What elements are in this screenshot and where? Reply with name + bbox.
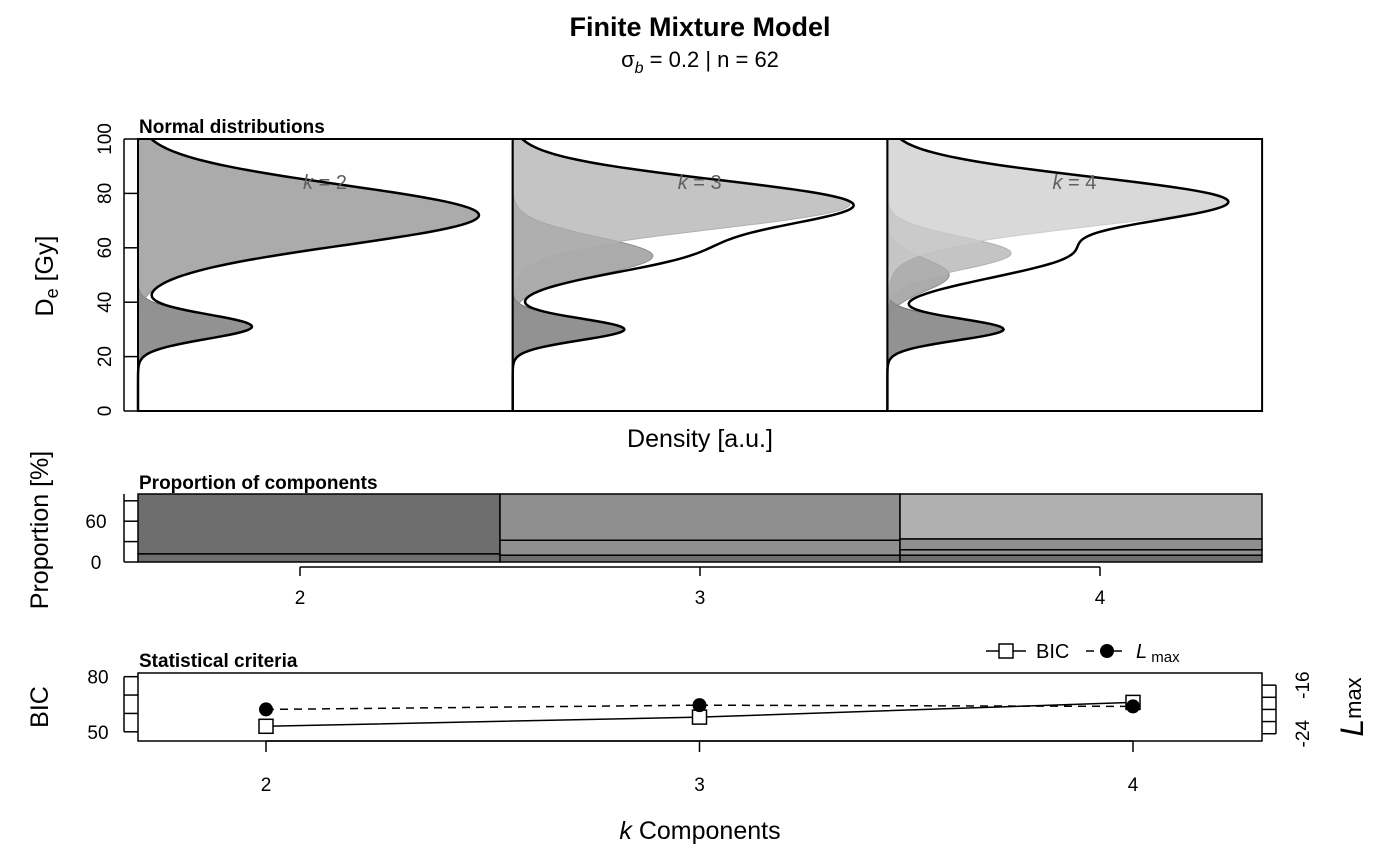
legend-bic-label: BIC bbox=[1036, 641, 1069, 663]
ylabel-rest: [Gy] bbox=[31, 236, 59, 289]
density-facet-frame bbox=[886, 138, 1264, 412]
criteria-right-tick-label: -24 bbox=[1293, 720, 1314, 748]
proportion-segment bbox=[899, 554, 1263, 563]
proportion-segment bbox=[137, 553, 501, 563]
criteria-left-tick-label: 50 bbox=[87, 723, 108, 744]
density-y-tick-label: 60 bbox=[95, 237, 116, 258]
lmax-point bbox=[1126, 699, 1140, 714]
density-k-label: k = 4 bbox=[1052, 172, 1096, 194]
right-label-main: L bbox=[1334, 719, 1370, 737]
proportion-bar-k3 bbox=[499, 493, 901, 563]
right-label-sub: max bbox=[1341, 677, 1366, 719]
criteria-right-axis-label: Lmax bbox=[1334, 677, 1370, 736]
lmax-point bbox=[259, 702, 273, 717]
lmax-line bbox=[265, 704, 1134, 711]
criteria-left-tick-label: 80 bbox=[87, 668, 108, 689]
criteria-x-tick-label: 2 bbox=[261, 775, 272, 796]
proportion-x-tick-label: 4 bbox=[1095, 588, 1106, 609]
proportion-segment bbox=[499, 554, 901, 563]
density-y-tick-label: 100 bbox=[95, 123, 116, 155]
density-x-axis-label: Density [a.u.] bbox=[627, 425, 773, 453]
proportion-panel: Proportion of components 0 60 2 3 4 Proporti… bbox=[26, 451, 1263, 609]
density-facets: k = 2 k = 3 k = 4 bbox=[136, 137, 1264, 412]
proportion-y-tick-label: 60 bbox=[85, 512, 106, 533]
bic-point bbox=[691, 709, 708, 725]
lmax-point bbox=[692, 698, 707, 713]
subtitle-sigma: σ bbox=[621, 47, 635, 72]
proportion-axes: 0 60 2 3 4 bbox=[85, 494, 1106, 609]
criteria-left-axis-label: BIC bbox=[26, 686, 54, 728]
legend-lmax-label: L max bbox=[1136, 641, 1180, 666]
criteria-legend: BIC L max bbox=[986, 641, 1180, 666]
criteria-right-tick-label: -16 bbox=[1293, 671, 1314, 698]
xlabel-rest: Components bbox=[632, 817, 781, 845]
proportion-segment bbox=[499, 493, 901, 541]
proportion-bar-k2 bbox=[137, 493, 501, 563]
ylabel-main: D bbox=[31, 298, 59, 316]
density-k-label: k = 2 bbox=[303, 172, 347, 194]
proportion-segment bbox=[899, 493, 1263, 540]
proportion-x-tick-label: 2 bbox=[295, 588, 306, 609]
density-facet-k4: k = 4 bbox=[886, 137, 1264, 412]
criteria-panel-title: Statistical criteria bbox=[139, 651, 298, 672]
proportion-segment bbox=[899, 549, 1263, 556]
proportion-panel-title: Proportion of components bbox=[139, 473, 378, 494]
density-y-axis-label: De [Gy] bbox=[31, 236, 62, 317]
density-y-tick-label: 80 bbox=[95, 183, 116, 204]
criteria-x-tick-label: 3 bbox=[694, 775, 705, 796]
criteria-x-axis-label: k Components bbox=[619, 817, 780, 845]
criteria-plot: 50 80 -24 -16 2 3 4 bbox=[87, 668, 1314, 796]
subtitle-rest: = 0.2 | n = 62 bbox=[644, 47, 779, 72]
density-facet-k3: k = 3 bbox=[511, 138, 889, 412]
density-facet-k2: k = 2 bbox=[136, 138, 514, 412]
density-y-axis: 0 20 40 60 80 100 bbox=[95, 123, 138, 416]
chart-title: Finite Mixture Model bbox=[569, 12, 830, 42]
criteria-panel: Statistical criteria 50 80 -24 -16 2 3 4 BIC L … bbox=[26, 641, 1370, 845]
proportion-y-tick-label: 0 bbox=[91, 553, 102, 574]
proportion-bars bbox=[137, 493, 1263, 563]
proportion-segment bbox=[899, 538, 1263, 551]
proportion-y-axis-label: Proportion [%] bbox=[26, 451, 54, 609]
ylabel-sub: e bbox=[42, 288, 62, 298]
legend-bic-marker bbox=[998, 643, 1014, 659]
subtitle-sigma-sub: b bbox=[635, 60, 644, 77]
proportion-bar-k4 bbox=[899, 493, 1263, 563]
density-y-tick-label: 40 bbox=[95, 292, 116, 313]
xlabel-italic: k bbox=[619, 817, 633, 845]
density-y-tick-label: 20 bbox=[95, 346, 116, 367]
proportion-segment bbox=[137, 493, 501, 555]
density-panel-title: Normal distributions bbox=[139, 117, 325, 138]
proportion-segment bbox=[499, 539, 901, 556]
density-k-label: k = 3 bbox=[678, 172, 722, 194]
density-y-tick-label: 0 bbox=[95, 406, 116, 417]
criteria-x-tick-label: 4 bbox=[1128, 775, 1139, 796]
bic-point bbox=[258, 718, 274, 735]
density-panel: Normal distributions k = 2 k = 3 k = 4 0 20… bbox=[31, 117, 1264, 453]
legend-lmax-marker bbox=[1100, 644, 1114, 658]
proportion-x-tick-label: 3 bbox=[695, 588, 706, 609]
chart-subtitle: σb = 0.2 | n = 62 bbox=[621, 47, 779, 77]
